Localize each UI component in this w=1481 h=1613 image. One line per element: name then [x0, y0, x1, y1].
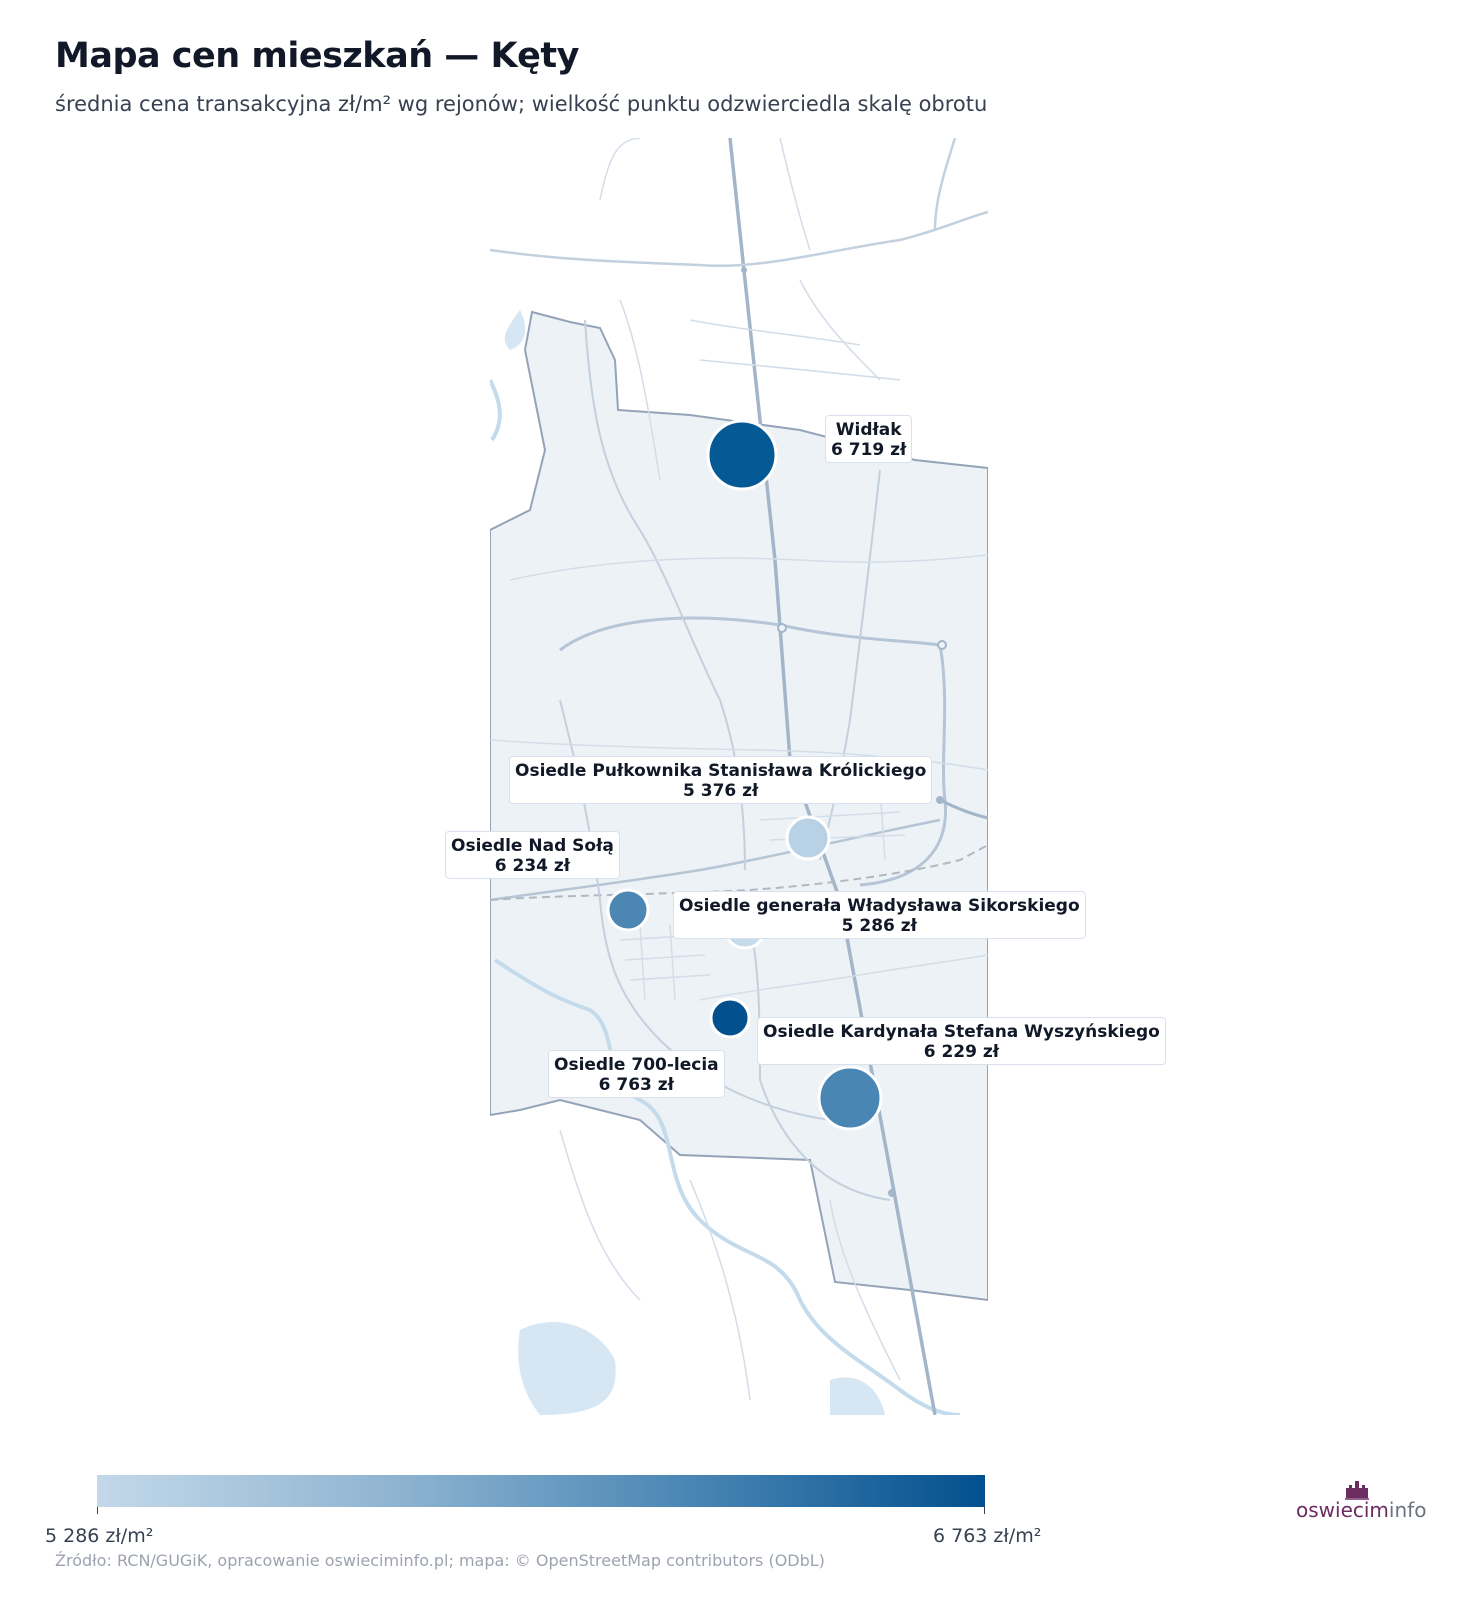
region-name: Osiedle Pułkownika Stanisława Królickieg…: [515, 761, 927, 781]
region-name: Osiedle Kardynała Stefana Wyszyńskiego: [763, 1022, 1160, 1042]
region-label-widlak: Widłak 6 719 zł: [825, 415, 913, 463]
region-label-sikorskiego: Osiedle generała Władysława Sikorskiego …: [673, 891, 1086, 939]
reservoir: [518, 1321, 616, 1415]
page-subtitle: średnia cena transakcyjna zł/m² wg rejon…: [55, 92, 988, 116]
brand-logo[interactable]: oswieciminfo: [1296, 1478, 1436, 1528]
region-label-wyszynskiego: Osiedle Kardynała Stefana Wyszyńskiego 6…: [757, 1017, 1166, 1065]
marker-widlak[interactable]: [706, 419, 778, 491]
marker-wyszynskiego[interactable]: [817, 1065, 883, 1131]
region-price: 5 286 zł: [841, 916, 917, 936]
colorbar-max-label: 6 763 zł/m²: [933, 1525, 1042, 1547]
castle-icon: [1345, 1481, 1369, 1500]
logo-text-part2: info: [1388, 1498, 1427, 1522]
marker-nad-sola[interactable]: [606, 888, 650, 932]
region-label-nad-sola: Osiedle Nad Sołą 6 234 zł: [445, 831, 620, 879]
region-price: 5 376 zł: [683, 781, 759, 801]
logo-text: oswieciminfo: [1296, 1498, 1426, 1522]
page-title: Mapa cen mieszkań — Kęty: [55, 36, 579, 76]
region-price: 6 763 zł: [598, 1075, 674, 1095]
region-label-700-lecia: Osiedle 700-lecia 6 763 zł: [548, 1050, 725, 1098]
colorbar-tick-min: [97, 1507, 98, 1514]
logo-text-part1: oswiecim: [1296, 1498, 1389, 1522]
colorbar-tick-max: [984, 1507, 985, 1514]
region-price: 6 234 zł: [494, 856, 571, 876]
data-points: [606, 419, 883, 1131]
region-name: Osiedle 700-lecia: [554, 1055, 719, 1075]
colorbar-min-label: 5 286 zł/m²: [45, 1525, 154, 1547]
region-label-krolickiego: Osiedle Pułkownika Stanisława Królickieg…: [509, 756, 933, 804]
marker-krolickiego[interactable]: [785, 815, 831, 861]
region-price: 6 229 zł: [923, 1042, 1000, 1062]
region-name: Osiedle generała Władysława Sikorskiego: [679, 896, 1080, 916]
marker-700-lecia[interactable]: [709, 997, 751, 1039]
region-price: 6 719 zł: [831, 440, 907, 460]
railway: [490, 844, 988, 901]
source-note: Źródło: RCN/GUGiK, opracowanie oswiecimi…: [55, 1551, 825, 1570]
river: [493, 958, 961, 1415]
region-name: Widłak: [835, 420, 902, 440]
region-name: Osiedle Nad Sołą: [451, 836, 614, 856]
colorbar: [97, 1475, 985, 1507]
